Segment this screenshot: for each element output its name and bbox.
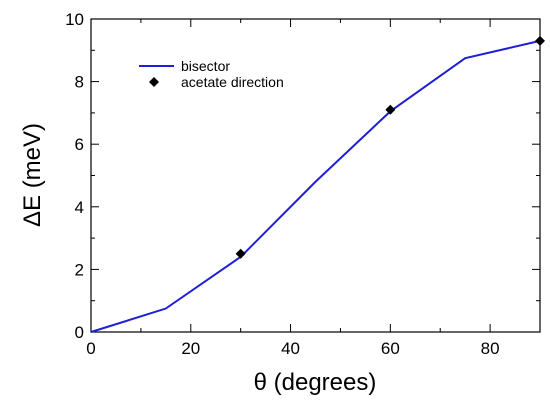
y-tick-label: 6 bbox=[75, 135, 84, 154]
data-point-acetate-direction bbox=[235, 248, 246, 259]
axis-ticks bbox=[90, 18, 541, 333]
y-axis-title: ΔE (meV) bbox=[19, 123, 46, 227]
y-tick-label: 8 bbox=[75, 73, 84, 92]
y-tick-label: 4 bbox=[75, 198, 84, 217]
legend-diamond-marker bbox=[149, 77, 159, 87]
legend-label-acetate-direction: acetate direction bbox=[181, 74, 284, 90]
legend: bisector acetate direction bbox=[139, 58, 284, 90]
y-tick-label: 2 bbox=[75, 260, 84, 279]
x-tick-label: 40 bbox=[281, 339, 300, 358]
legend-label-bisector: bisector bbox=[181, 58, 230, 74]
series-layer bbox=[90, 35, 545, 333]
axis-tick-labels: 0 20 40 60 80 0 2 4 6 8 10 bbox=[65, 10, 499, 358]
y-tick-label: 10 bbox=[65, 10, 84, 29]
data-point-acetate-direction bbox=[385, 104, 396, 115]
x-tick-label: 20 bbox=[181, 339, 200, 358]
x-tick-label: 0 bbox=[86, 339, 95, 358]
x-tick-label: 60 bbox=[381, 339, 400, 358]
y-tick-label: 0 bbox=[75, 323, 84, 342]
x-tick-label: 80 bbox=[481, 339, 500, 358]
x-axis-title: θ (degrees) bbox=[254, 369, 377, 396]
data-point-acetate-direction bbox=[535, 35, 545, 46]
series-line-bisector bbox=[90, 39, 541, 333]
